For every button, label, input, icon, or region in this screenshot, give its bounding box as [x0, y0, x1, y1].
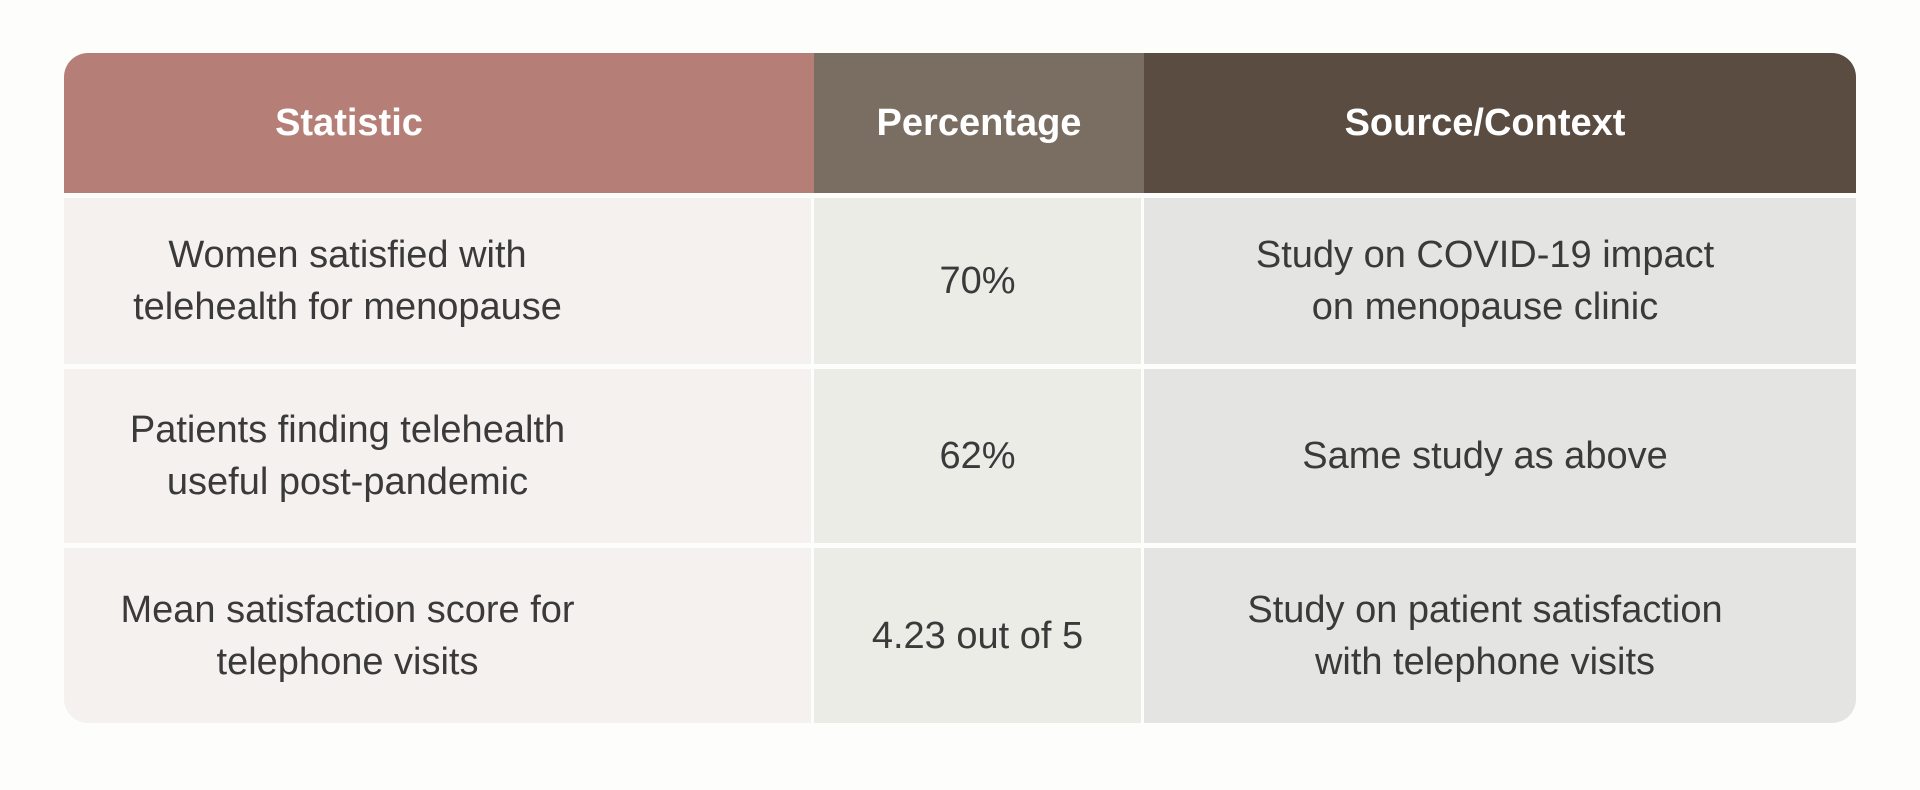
- cell-statistic-row2: Patients finding telehealth useful post-…: [64, 369, 814, 543]
- cell-percentage-row2: 62%: [814, 369, 1144, 543]
- cell-percentage-row3: 4.23 out of 5: [814, 548, 1144, 723]
- cell-statistic-row3: Mean satisfaction score for telephone vi…: [64, 548, 814, 723]
- header-cell-source-context: Source/Context: [1144, 53, 1856, 193]
- cell-percentage-row1: 70%: [814, 198, 1144, 364]
- cell-source-context-row1: Study on COVID-19 impact on menopause cl…: [1144, 198, 1856, 364]
- cell-statistic-row1: Women satisfied with telehealth for meno…: [64, 198, 814, 364]
- cell-source-context-row3: Study on patient satisfaction with telep…: [1144, 548, 1856, 723]
- statistics-table-grid: Statistic Percentage Source/Context Wome…: [64, 53, 1856, 723]
- cell-source-context-row2: Same study as above: [1144, 369, 1856, 543]
- header-cell-percentage: Percentage: [814, 53, 1144, 193]
- statistics-table: Statistic Percentage Source/Context Wome…: [64, 53, 1856, 723]
- header-cell-statistic: Statistic: [64, 53, 814, 193]
